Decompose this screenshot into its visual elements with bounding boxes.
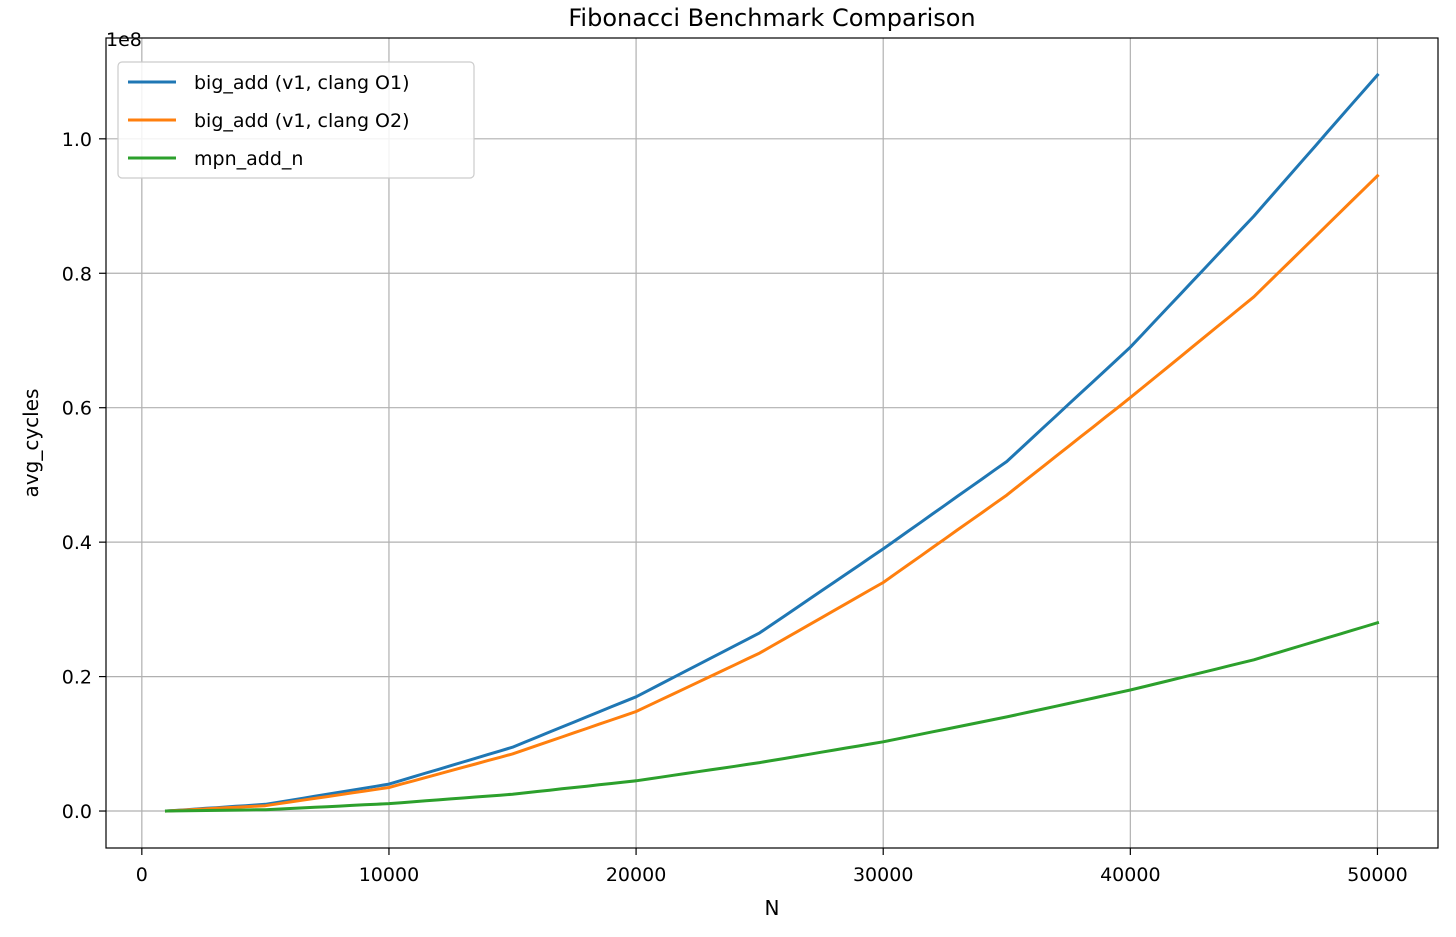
plot-frame <box>105 37 1439 849</box>
y-axis-offset-label: 1e8 <box>106 29 142 51</box>
x-tick-label: 30000 <box>853 864 913 886</box>
grid <box>106 38 1438 848</box>
y-tick-label: 0.8 <box>62 263 92 285</box>
legend-label: big_add (v1, clang O2) <box>194 110 410 132</box>
legend-box <box>117 61 475 179</box>
series-lines <box>164 72 1380 813</box>
x-tick-label: 40000 <box>1100 864 1160 886</box>
legend: big_add (v1, clang O1) big_add (v1, clang… <box>117 61 475 179</box>
y-tick-label: 0.0 <box>62 801 92 823</box>
x-axis-title: N <box>765 896 780 920</box>
x-axis: 0 10000 20000 30000 40000 50000 <box>136 848 1408 886</box>
x-tick-label: 0 <box>136 864 148 886</box>
y-tick-label: 1.0 <box>62 129 92 151</box>
legend-label: mpn_add_n <box>194 148 303 170</box>
y-axis-title: avg_cycles <box>19 389 43 498</box>
legend-label: big_add (v1, clang O1) <box>194 72 410 94</box>
y-axis: 0.0 0.2 0.4 0.6 0.8 1.0 <box>62 129 106 823</box>
x-tick-label: 50000 <box>1347 864 1407 886</box>
x-tick-label: 10000 <box>359 864 419 886</box>
chart-title: Fibonacci Benchmark Comparison <box>568 4 975 32</box>
y-tick-label: 0.2 <box>62 667 92 689</box>
y-tick-label: 0.4 <box>62 532 92 554</box>
x-tick-label: 20000 <box>606 864 666 886</box>
y-tick-label: 0.6 <box>62 398 92 420</box>
